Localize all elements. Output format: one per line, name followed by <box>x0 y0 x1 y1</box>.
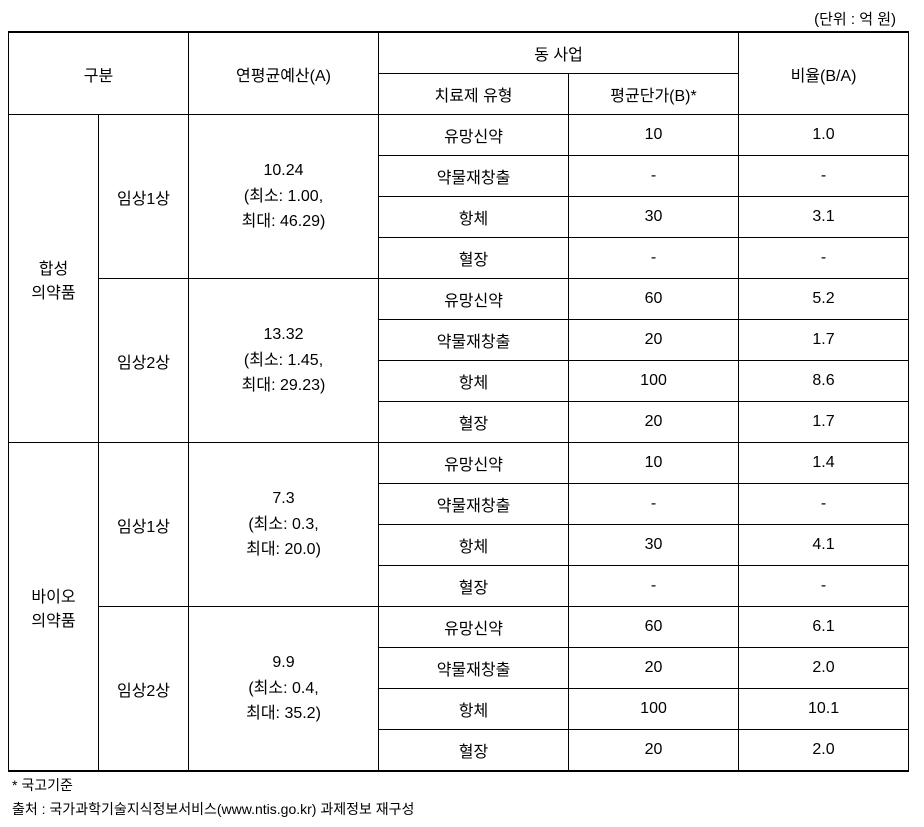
ratio-cell: - <box>739 566 909 607</box>
price-cell: 30 <box>569 197 739 238</box>
price-cell: 100 <box>569 361 739 402</box>
ratio-cell: 1.7 <box>739 402 909 443</box>
price-cell: 20 <box>569 730 739 772</box>
price-cell: 20 <box>569 648 739 689</box>
phase-cell: 임상2상 <box>99 607 189 772</box>
category-cell: 바이오의약품 <box>9 443 99 772</box>
budget-table: 구분 연평균예산(A) 동 사업 비율(B/A) 치료제 유형 평균단가(B)*… <box>8 31 909 772</box>
header-avg-price: 평균단가(B)* <box>569 74 739 115</box>
treatment-type-cell: 유망신약 <box>379 279 569 320</box>
price-cell: 20 <box>569 320 739 361</box>
treatment-type-cell: 항체 <box>379 689 569 730</box>
treatment-type-cell: 유망신약 <box>379 607 569 648</box>
phase-cell: 임상2상 <box>99 279 189 443</box>
treatment-type-cell: 약물재창출 <box>379 320 569 361</box>
phase-cell: 임상1상 <box>99 115 189 279</box>
treatment-type-cell: 항체 <box>379 197 569 238</box>
price-cell: 100 <box>569 689 739 730</box>
treatment-type-cell: 약물재창출 <box>379 156 569 197</box>
ratio-cell: 4.1 <box>739 525 909 566</box>
unit-label: (단위 : 억 원) <box>8 8 916 29</box>
price-cell: 10 <box>569 443 739 484</box>
table-row: 바이오의약품임상1상7.3(최소: 0.3,최대: 20.0)유망신약101.4 <box>9 443 909 484</box>
table-row: 임상2상9.9(최소: 0.4,최대: 35.2)유망신약606.1 <box>9 607 909 648</box>
ratio-cell: 5.2 <box>739 279 909 320</box>
footnote-2: 출처 : 국가과학기술지식정보서비스(www.ntis.go.kr) 과제정보 … <box>12 800 916 820</box>
ratio-cell: 2.0 <box>739 730 909 772</box>
price-cell: 10 <box>569 115 739 156</box>
ratio-cell: 1.7 <box>739 320 909 361</box>
budget-cell: 13.32(최소: 1.45,최대: 29.23) <box>189 279 379 443</box>
price-cell: - <box>569 238 739 279</box>
treatment-type-cell: 혈장 <box>379 238 569 279</box>
price-cell: 20 <box>569 402 739 443</box>
treatment-type-cell: 약물재창출 <box>379 484 569 525</box>
header-category: 구분 <box>9 32 189 115</box>
price-cell: 60 <box>569 279 739 320</box>
ratio-cell: - <box>739 156 909 197</box>
treatment-type-cell: 유망신약 <box>379 115 569 156</box>
price-cell: 30 <box>569 525 739 566</box>
budget-cell: 10.24(최소: 1.00,최대: 46.29) <box>189 115 379 279</box>
budget-cell: 7.3(최소: 0.3,최대: 20.0) <box>189 443 379 607</box>
ratio-cell: - <box>739 238 909 279</box>
phase-cell: 임상1상 <box>99 443 189 607</box>
treatment-type-cell: 항체 <box>379 525 569 566</box>
header-treatment-type: 치료제 유형 <box>379 74 569 115</box>
header-project: 동 사업 <box>379 32 739 74</box>
price-cell: - <box>569 566 739 607</box>
treatment-type-cell: 혈장 <box>379 402 569 443</box>
ratio-cell: 8.6 <box>739 361 909 402</box>
table-row: 임상2상13.32(최소: 1.45,최대: 29.23)유망신약605.2 <box>9 279 909 320</box>
category-cell: 합성의약품 <box>9 115 99 443</box>
ratio-cell: 3.1 <box>739 197 909 238</box>
ratio-cell: 1.0 <box>739 115 909 156</box>
ratio-cell: 1.4 <box>739 443 909 484</box>
price-cell: 60 <box>569 607 739 648</box>
table-row: 합성의약품임상1상10.24(최소: 1.00,최대: 46.29)유망신약10… <box>9 115 909 156</box>
treatment-type-cell: 혈장 <box>379 730 569 772</box>
price-cell: - <box>569 484 739 525</box>
budget-cell: 9.9(최소: 0.4,최대: 35.2) <box>189 607 379 772</box>
price-cell: - <box>569 156 739 197</box>
ratio-cell: 2.0 <box>739 648 909 689</box>
treatment-type-cell: 약물재창출 <box>379 648 569 689</box>
header-avg-budget: 연평균예산(A) <box>189 32 379 115</box>
treatment-type-cell: 혈장 <box>379 566 569 607</box>
header-ratio: 비율(B/A) <box>739 32 909 115</box>
ratio-cell: 10.1 <box>739 689 909 730</box>
treatment-type-cell: 항체 <box>379 361 569 402</box>
ratio-cell: - <box>739 484 909 525</box>
treatment-type-cell: 유망신약 <box>379 443 569 484</box>
ratio-cell: 6.1 <box>739 607 909 648</box>
